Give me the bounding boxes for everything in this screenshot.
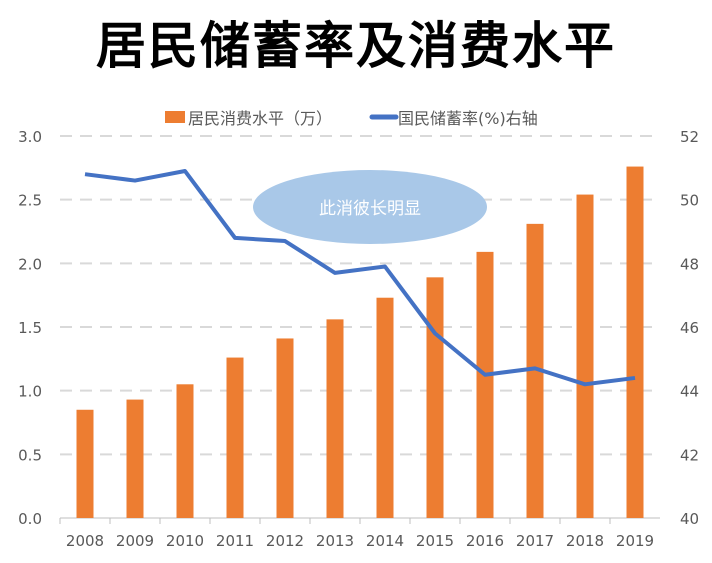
x-tick-label: 2010	[166, 532, 204, 550]
x-tick-label: 2017	[516, 532, 554, 550]
left-tick-label: 0.0	[18, 510, 42, 528]
bar-2019	[626, 166, 644, 518]
right-tick-label: 42	[680, 446, 699, 464]
right-tick-label: 46	[680, 319, 699, 337]
bar-2010	[176, 384, 194, 518]
bar-2012	[276, 338, 294, 518]
annotation-ellipse	[253, 170, 487, 244]
savings-rate-line	[84, 169, 636, 387]
x-tick-label: 2016	[466, 532, 504, 550]
left-tick-label: 1.0	[18, 383, 42, 401]
left-tick-label: 0.5	[18, 446, 42, 464]
bar-2018	[576, 194, 594, 518]
right-tick-label: 40	[680, 510, 699, 528]
bar-2011	[226, 357, 244, 518]
x-tick-label: 2011	[216, 532, 254, 550]
bar-2015	[426, 277, 444, 518]
left-tick-label: 2.0	[18, 255, 42, 273]
right-tick-label: 52	[680, 128, 699, 146]
bar-2014	[376, 297, 394, 518]
right-tick-label: 50	[680, 192, 699, 210]
left-tick-label: 3.0	[18, 128, 42, 146]
legend-bar-swatch	[165, 111, 185, 123]
legend-line-label: 国民储蓄率(%)右轴	[398, 109, 538, 128]
legend-bar-label: 居民消费水平（万）	[188, 109, 332, 128]
bar-2013	[326, 319, 344, 518]
x-tick-label: 2015	[416, 532, 454, 550]
x-tick-label: 2014	[366, 532, 404, 550]
bar-2017	[526, 223, 544, 519]
x-tick-label: 2012	[266, 532, 304, 550]
chart-title: 居民储蓄率及消费水平	[96, 16, 616, 75]
x-tick-label: 2018	[566, 532, 604, 550]
bar-2009	[126, 399, 144, 518]
x-tick-label: 2019	[616, 532, 654, 550]
bar-2016	[476, 251, 494, 518]
x-tick-label: 2009	[116, 532, 154, 550]
bar-2008	[76, 409, 94, 518]
annotation-text: 此消彼长明显	[319, 199, 421, 219]
x-tick-label: 2013	[316, 532, 354, 550]
right-tick-label: 48	[680, 255, 699, 273]
right-tick-label: 44	[680, 383, 699, 401]
left-tick-label: 2.5	[18, 192, 42, 210]
x-tick-label: 2008	[66, 532, 104, 550]
left-tick-label: 1.5	[18, 319, 42, 337]
